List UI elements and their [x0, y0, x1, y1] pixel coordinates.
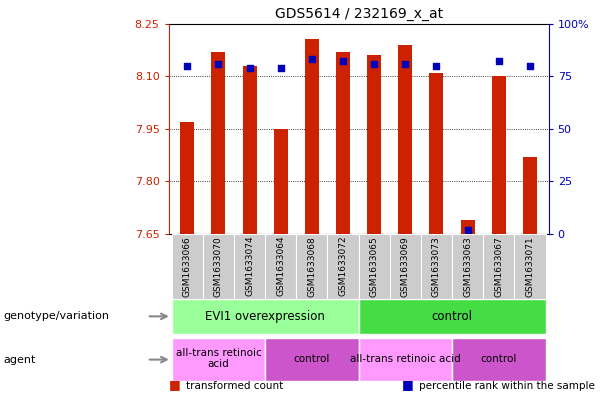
Point: [463, 226, 473, 233]
Text: control: control: [432, 310, 473, 323]
Bar: [336, 51, 350, 234]
Bar: [243, 66, 257, 234]
Text: genotype/variation: genotype/variation: [3, 311, 109, 321]
Point: [276, 64, 286, 71]
Bar: [483, 234, 514, 299]
Point: [307, 56, 317, 62]
Bar: [296, 234, 327, 299]
Text: GSM1633063: GSM1633063: [463, 236, 472, 297]
Point: [369, 61, 379, 67]
Text: agent: agent: [3, 354, 36, 365]
Text: GSM1633066: GSM1633066: [183, 236, 192, 297]
Text: transformed count: transformed count: [186, 381, 283, 391]
Text: all-trans retinoic acid: all-trans retinoic acid: [350, 354, 461, 364]
Text: GSM1633065: GSM1633065: [370, 236, 379, 297]
Bar: [523, 157, 537, 234]
Bar: [211, 51, 226, 234]
Bar: [274, 129, 287, 234]
Text: GSM1633067: GSM1633067: [494, 236, 503, 297]
Point: [182, 62, 192, 69]
Text: ■: ■: [169, 378, 180, 391]
Point: [245, 64, 254, 71]
Text: GSM1633068: GSM1633068: [307, 236, 316, 297]
Point: [400, 61, 410, 67]
Bar: [421, 234, 452, 299]
Text: control: control: [294, 354, 330, 364]
Bar: [367, 55, 381, 234]
Point: [338, 58, 348, 64]
Bar: [265, 338, 359, 381]
Bar: [514, 234, 546, 299]
Bar: [180, 122, 194, 234]
Text: GSM1633073: GSM1633073: [432, 236, 441, 297]
Text: GSM1633069: GSM1633069: [401, 236, 410, 297]
Point: [494, 58, 504, 64]
Bar: [390, 234, 421, 299]
Bar: [327, 234, 359, 299]
Text: control: control: [481, 354, 517, 364]
Text: GSM1633072: GSM1633072: [338, 236, 348, 296]
Bar: [265, 234, 296, 299]
Bar: [398, 44, 413, 234]
Text: GSM1633070: GSM1633070: [214, 236, 223, 297]
Bar: [359, 234, 390, 299]
Title: GDS5614 / 232169_x_at: GDS5614 / 232169_x_at: [275, 7, 443, 21]
Point: [432, 62, 441, 69]
Text: GSM1633074: GSM1633074: [245, 236, 254, 296]
Point: [525, 62, 535, 69]
Bar: [452, 234, 483, 299]
Text: ■: ■: [402, 378, 413, 391]
Text: percentile rank within the sample: percentile rank within the sample: [419, 381, 595, 391]
Bar: [430, 73, 443, 234]
Bar: [359, 299, 546, 334]
Text: all-trans retinoic
acid: all-trans retinoic acid: [175, 348, 261, 369]
Bar: [359, 338, 452, 381]
Point: [213, 61, 223, 67]
Bar: [172, 299, 359, 334]
Bar: [492, 76, 506, 234]
Bar: [452, 338, 546, 381]
Text: EVI1 overexpression: EVI1 overexpression: [205, 310, 325, 323]
Bar: [172, 338, 265, 381]
Text: GSM1633064: GSM1633064: [276, 236, 285, 296]
Bar: [305, 39, 319, 234]
Bar: [460, 220, 474, 234]
Bar: [203, 234, 234, 299]
Text: GSM1633071: GSM1633071: [525, 236, 535, 297]
Bar: [172, 234, 203, 299]
Bar: [234, 234, 265, 299]
